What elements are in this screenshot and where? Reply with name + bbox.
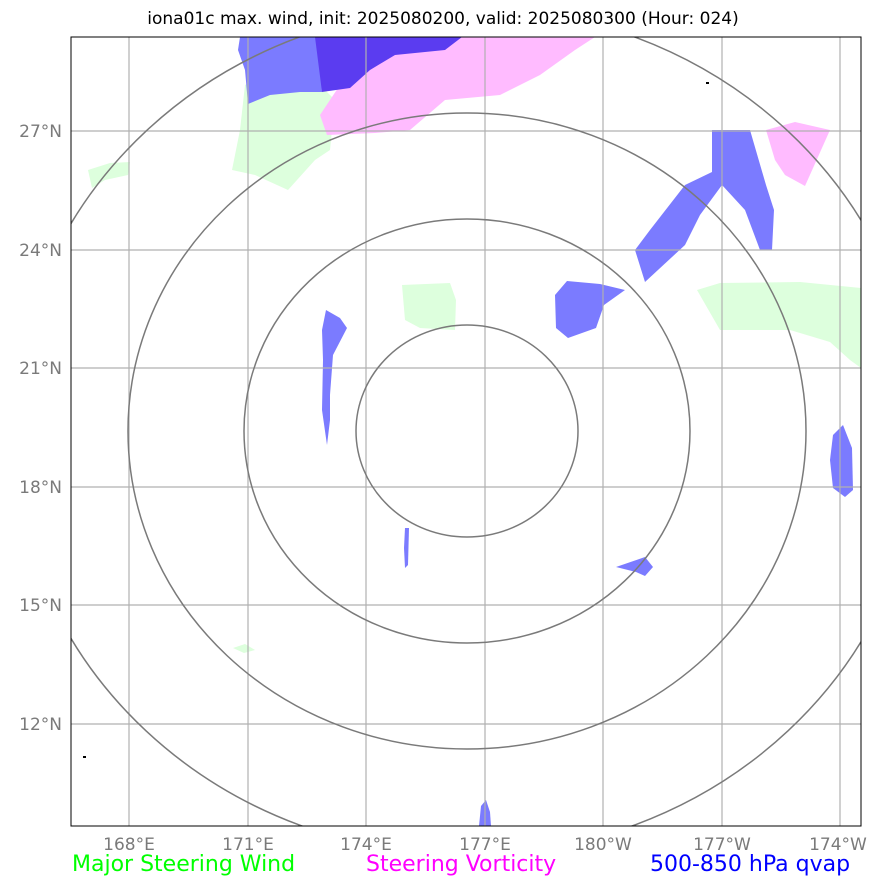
- range-ring-4: [71, 37, 861, 826]
- qvap-area-south: [616, 557, 653, 576]
- wind-area-south: [233, 644, 255, 653]
- lon-label: 174°E: [340, 835, 392, 855]
- plot-frame: [70, 36, 862, 827]
- latitude-labels: 27°N 24°N 21°N 18°N 15°N 12°N: [19, 122, 62, 735]
- lon-label: 177°W: [693, 835, 751, 855]
- lat-label: 12°N: [19, 715, 62, 735]
- lat-label: 18°N: [19, 478, 62, 498]
- lat-label: 24°N: [19, 241, 62, 261]
- lon-label: 171°E: [222, 835, 274, 855]
- longitude-labels: 168°E 171°E 174°E 177°E 180°W 177°W 174°…: [103, 835, 867, 855]
- qvap-areas: [238, 37, 853, 826]
- range-ring-3: [127, 112, 807, 750]
- legend-major-steering-wind: Major Steering Wind: [72, 852, 296, 877]
- range-rings: [71, 37, 861, 826]
- qvap-area-center-east: [555, 281, 625, 338]
- steering-vorticity-areas: [320, 37, 830, 186]
- lon-label: 174°W: [809, 835, 867, 855]
- major-steering-wind-areas: [88, 78, 861, 653]
- range-ring-1: [355, 324, 579, 538]
- island-mark-northeast: [706, 82, 709, 84]
- qvap-area-center-west: [322, 310, 347, 445]
- qvap-area-north-dark: [315, 37, 462, 92]
- lon-label: 180°W: [574, 835, 632, 855]
- wind-area-east: [697, 282, 861, 368]
- lat-label: 27°N: [19, 122, 62, 142]
- vorticity-area-north: [320, 37, 595, 135]
- legend-qvap: 500-850 hPa qvap: [650, 852, 851, 877]
- vorticity-area-east: [766, 122, 830, 186]
- lat-label: 21°N: [19, 359, 62, 379]
- qvap-area-east-band: [635, 130, 774, 282]
- wind-area-north: [232, 78, 335, 190]
- lat-label: 15°N: [19, 596, 62, 616]
- lon-label: 177°E: [459, 835, 511, 855]
- island-mark-southwest: [83, 756, 86, 758]
- map-title: iona01c max. wind, init: 2025080200, val…: [147, 9, 739, 29]
- lon-label: 168°E: [103, 835, 155, 855]
- wind-area-west: [88, 162, 130, 188]
- map-gridlines: [71, 37, 861, 826]
- qvap-area-south-sliver: [404, 528, 409, 568]
- qvap-area-southeast: [830, 425, 853, 497]
- legend-steering-vorticity: Steering Vorticity: [366, 852, 557, 877]
- island-marks: [83, 82, 709, 758]
- wind-area-center: [402, 283, 456, 330]
- range-ring-2: [243, 218, 691, 644]
